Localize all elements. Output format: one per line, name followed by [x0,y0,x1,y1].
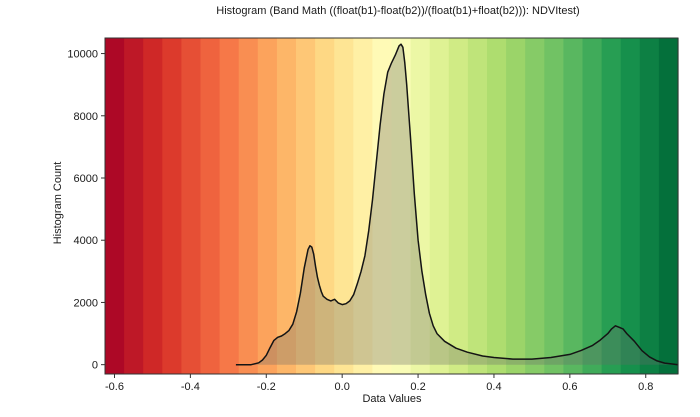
y-tick-label: 2000 [74,297,98,309]
colormap-strip [162,38,182,374]
x-axis-title: Data Values [362,393,422,405]
colormap-strip [487,38,507,374]
colormap-strip [391,38,412,374]
colormap-strip [544,38,564,374]
colormap-strip [506,38,526,374]
colormap-strip [143,38,163,374]
colormap-strip [219,38,240,374]
colormap-strip [105,38,125,374]
x-tick-label: 0.2 [410,381,425,393]
histogram-curve [235,43,679,366]
x-tick-label: 0.0 [335,381,350,393]
x-axis: -0.6 -0.4 -0.2 0.0 0.2 0.4 0.6 0.8 [105,374,653,393]
x-tick-label: 0.6 [562,381,577,393]
colormap-strip [563,38,584,374]
colormap-strip [582,38,603,374]
x-tick-label: -0.4 [181,381,200,393]
colormap-strip [525,38,545,374]
colormap-strip [353,38,373,374]
colormap-strip [467,38,488,374]
plot-frame [104,37,679,375]
colormap-strip [429,38,450,374]
x-tick-label: -0.2 [257,381,276,393]
colormap-strip [334,38,354,374]
colormap-strip [658,38,679,374]
y-tick-label: 0 [92,360,98,372]
colormap-strip [276,38,297,374]
colormap-strip [372,38,393,374]
colormap-strip [601,38,622,374]
y-tick-label: 4000 [74,235,98,247]
colormap-strip [181,38,202,374]
y-tick-label: 10000 [67,49,98,61]
colormap-strip [257,38,278,374]
colormap-strip [448,38,469,374]
x-tick-label: 0.4 [486,381,501,393]
colormap-strip [315,38,335,374]
colormap-strip [238,38,259,374]
y-axis-title: Histogram Count [52,162,64,245]
colormap-background [105,38,679,374]
chart-title: Histogram (Band Math ((float(b1)-float(b… [216,5,579,17]
colormap-strip [620,38,641,374]
colormap-strip [639,38,660,374]
y-axis: 0 2000 4000 6000 8000 10000 [67,49,105,372]
y-tick-label: 6000 [74,173,98,185]
x-tick-label: -0.6 [105,381,124,393]
y-tick-label: 8000 [74,111,98,123]
colormap-strip [200,38,221,374]
x-tick-label: 0.8 [638,381,653,393]
colormap-strip [124,38,144,374]
